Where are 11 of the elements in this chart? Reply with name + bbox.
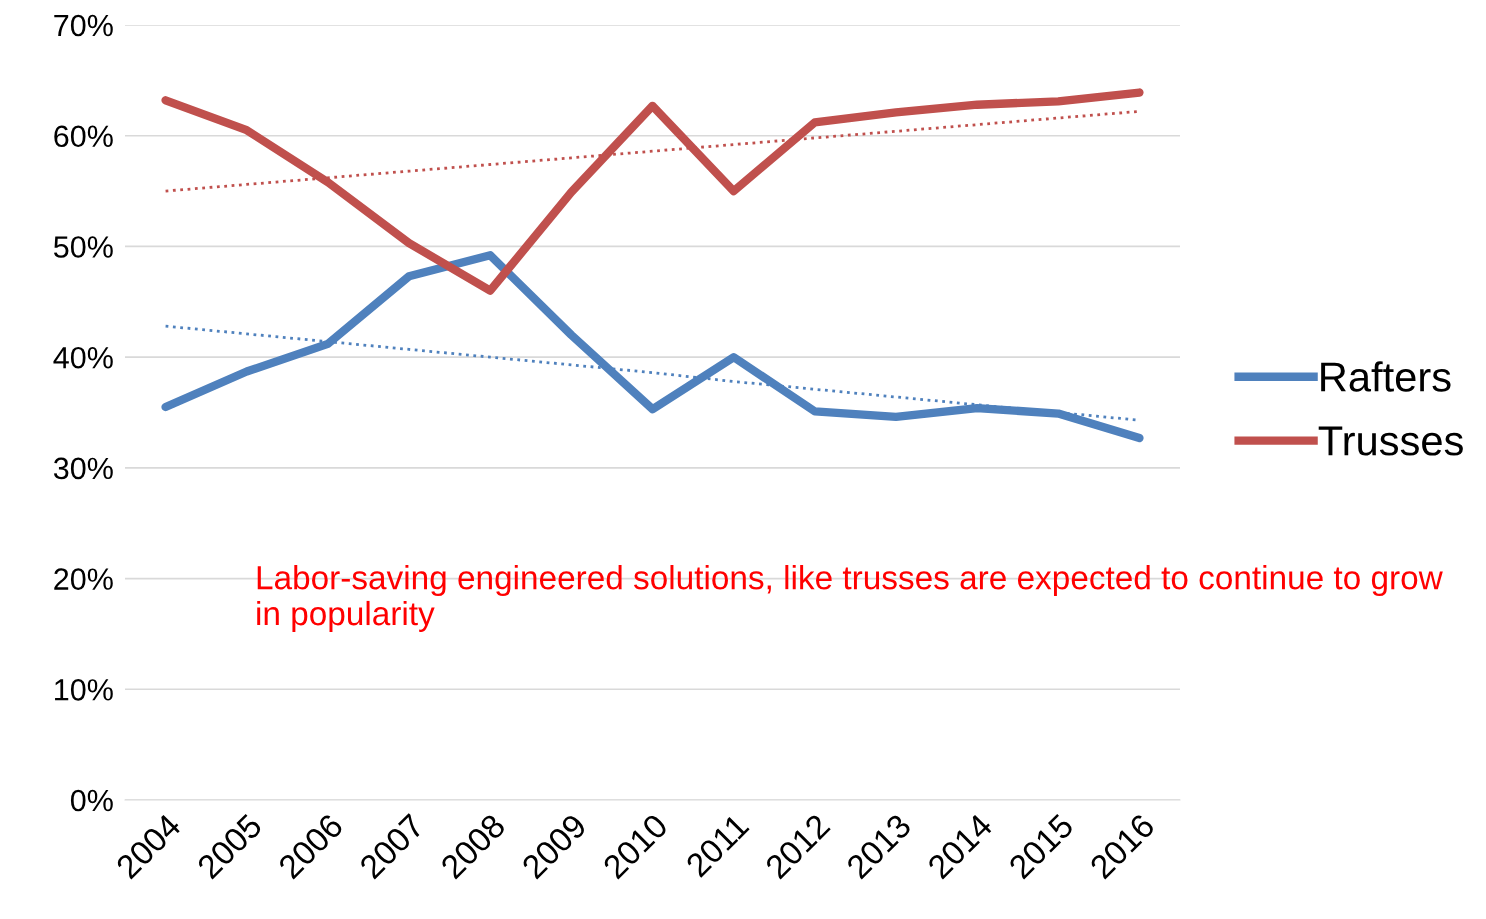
y-tick-label: 60% — [54, 125, 113, 148]
y-tick-label: 50% — [53, 236, 113, 258]
annotation: Labor-saving engineered solutions, like trusses are expected to continue to grow in popularity — [257, 565, 1443, 632]
legend-label: Trusses — [1318, 426, 1463, 456]
y-tick-label: 10% — [55, 679, 113, 701]
y-tick-label: 70% — [54, 14, 113, 37]
y-tick-label: 30% — [53, 457, 113, 480]
legend-label: Rafters — [1321, 361, 1451, 392]
y-tick-label: 20% — [54, 568, 113, 590]
y-tick-label: 0% — [70, 789, 113, 812]
y-tick-label: 40% — [53, 346, 113, 369]
